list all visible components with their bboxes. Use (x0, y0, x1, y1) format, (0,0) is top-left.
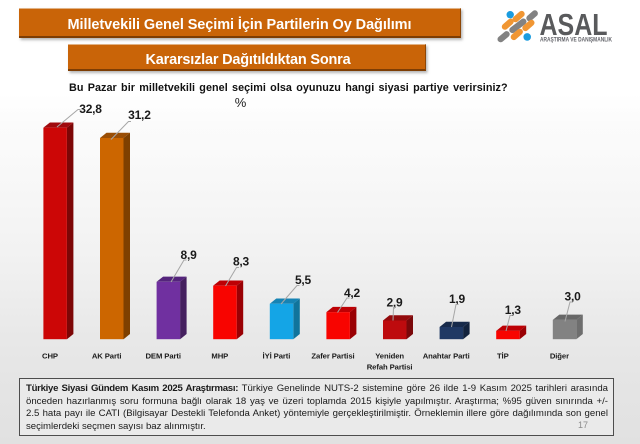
svg-text:Refah Partisi: Refah Partisi (367, 363, 413, 372)
svg-text:1,3: 1,3 (505, 303, 522, 317)
svg-text:Diğer: Diğer (550, 351, 569, 360)
svg-text:32,8: 32,8 (79, 102, 102, 116)
svg-text:AK Parti: AK Parti (92, 351, 122, 360)
svg-text:CHP: CHP (42, 351, 58, 360)
svg-text:ASAL: ASAL (540, 8, 608, 42)
svg-text:Anahtar Parti: Anahtar Parti (423, 351, 470, 360)
svg-text:ARAŞTIRMA VE DANIŞMANLIK: ARAŞTIRMA VE DANIŞMANLIK (540, 38, 613, 44)
svg-text:4,2: 4,2 (344, 286, 361, 300)
svg-text:DEM Parti: DEM Parti (145, 351, 180, 360)
svg-text:8,9: 8,9 (181, 248, 198, 262)
svg-text:TİP: TİP (497, 351, 509, 360)
svg-text:2,9: 2,9 (386, 295, 403, 309)
svg-text:MHP: MHP (211, 351, 228, 360)
svg-text:31,2: 31,2 (128, 108, 151, 122)
svg-text:Zafer Partisi: Zafer Partisi (311, 351, 354, 360)
svg-text:1,9: 1,9 (449, 292, 466, 306)
svg-text:8,3: 8,3 (233, 255, 250, 269)
svg-text:Yeniden: Yeniden (375, 351, 404, 360)
svg-text:5,5: 5,5 (295, 273, 312, 287)
svg-text:3,0: 3,0 (565, 290, 582, 304)
svg-text:İYİ Parti: İYİ Parti (263, 351, 291, 360)
